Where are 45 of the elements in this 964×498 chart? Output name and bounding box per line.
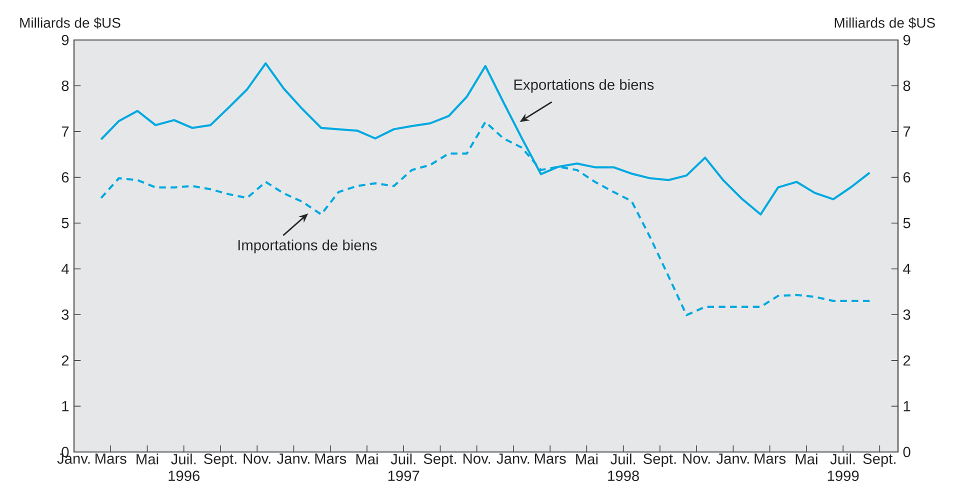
x-tick-label: Janv. (276, 454, 310, 464)
x-tick-label: Mai (136, 454, 158, 464)
x-tick-label: Nov. (464, 454, 490, 464)
y-tick-label: 1 (62, 401, 69, 412)
y2-tick-label: 9 (903, 34, 910, 46)
y-axis-title: Milliards de $US (20, 17, 120, 29)
y2-tick-label: 8 (903, 80, 910, 91)
y-tick-label: 3 (62, 309, 69, 320)
x-tick-label: Janv. (496, 454, 530, 464)
x-tick-label: Mars (754, 454, 786, 464)
y2-tick-label: 7 (903, 126, 910, 137)
y-tick-label: 4 (61, 264, 69, 274)
x-tick-label: Sept. (863, 454, 896, 467)
x-tick-label: Juil. 1996 (168, 454, 200, 482)
y2-tick-label: 3 (903, 309, 910, 320)
x-tick-label: Mai (356, 454, 378, 464)
y2-tick-label: 5 (903, 218, 910, 228)
x-tick-label: Sept. (204, 454, 236, 467)
x-tick-label: Mars (315, 454, 346, 464)
x-tick-label: Janv. (716, 454, 749, 464)
x-tick-label: Nov. (244, 454, 270, 464)
x-tick-label: Mai (576, 454, 598, 464)
y-tick-label: 9 (62, 34, 69, 46)
y2-axis-title: Milliards de $US (834, 17, 935, 29)
x-tick-label: Mai (796, 454, 818, 464)
y-tick-label: 2 (62, 355, 69, 366)
x-tick-label: Mars (535, 454, 566, 464)
y2-tick-label: 6 (903, 172, 910, 183)
x-tick-label: Sept. (424, 454, 456, 467)
x-tick-label: Juil. 1998 (608, 454, 639, 482)
y2-tick-label: 1 (904, 401, 910, 412)
y2-tick-label: 2 (903, 355, 910, 366)
text: Importations de biens (238, 240, 377, 254)
x-tick-label: Nov. (683, 454, 710, 464)
x-tick-label: Mars (96, 454, 126, 464)
y2-tick-label: 4 (903, 264, 910, 274)
y-tick-label: 5 (62, 218, 69, 228)
y2-tick-label: 0 (903, 446, 910, 458)
x-tick-label: Juil. 1999 (828, 454, 859, 482)
y-tick-label: 8 (62, 80, 69, 91)
y-tick-label: 6 (62, 172, 69, 183)
series-label: Exportations de biens (514, 79, 654, 93)
y-tick-label: 7 (62, 126, 69, 137)
x-tick-label: Juil. 1997 (388, 454, 420, 482)
x-tick-label: Sept. (644, 454, 676, 467)
